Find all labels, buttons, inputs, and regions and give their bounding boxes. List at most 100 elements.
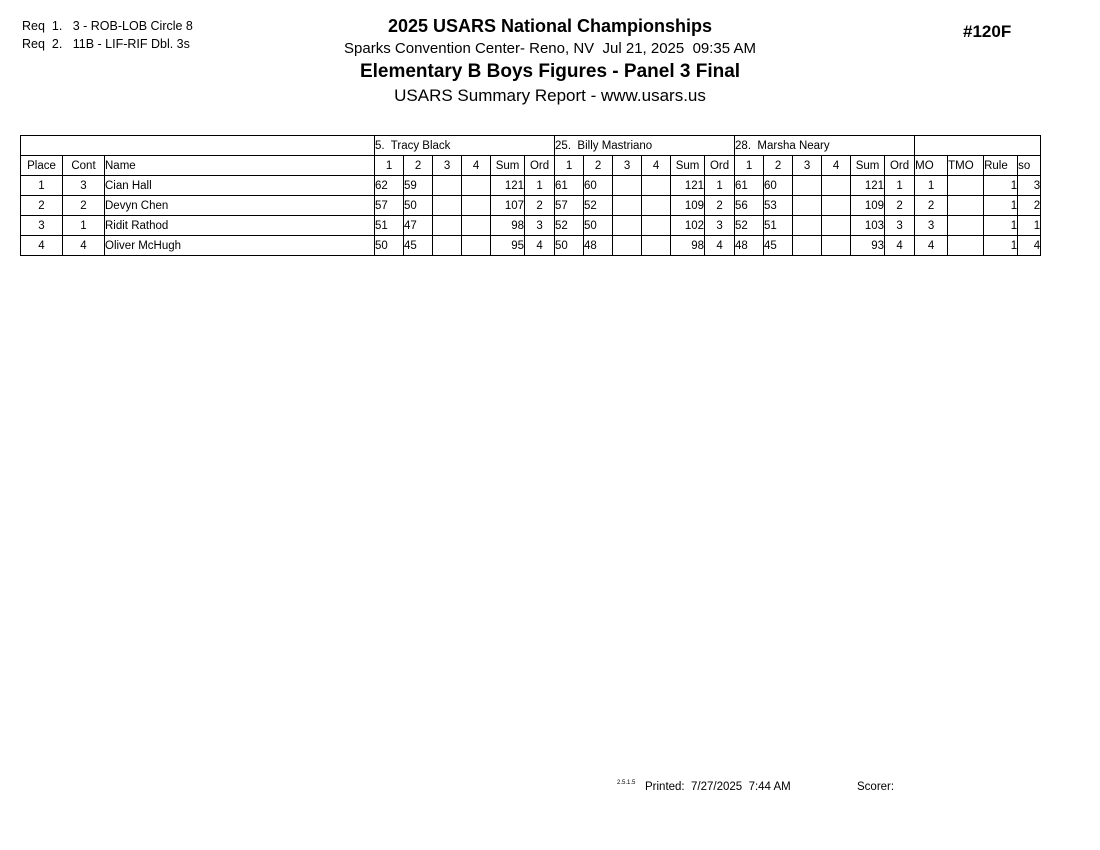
j1-score2-cell: 45 [403, 235, 434, 256]
tmo-cell [947, 195, 985, 216]
j1-score1-cell: 51 [374, 215, 405, 236]
j2-score2-cell: 50 [583, 215, 614, 236]
col-header-j2-1: 1 [554, 155, 585, 176]
j1-score2-cell: 50 [403, 195, 434, 216]
table-row: 1 3 Cian Hall 62 59 121 1 61 60 121 1 61… [20, 175, 1042, 196]
j3-ord-cell: 4 [884, 235, 916, 256]
j2-sum-cell: 102 [670, 215, 706, 236]
j3-ord-cell: 3 [884, 215, 916, 236]
j1-score3-cell [432, 195, 463, 216]
tmo-cell [947, 235, 985, 256]
cont-cell: 1 [62, 215, 105, 236]
event-number: #120F [963, 22, 1012, 41]
j2-sum-cell: 109 [670, 195, 706, 216]
so-cell: 1 [1017, 215, 1042, 236]
col-header-rule: Rule [983, 155, 1019, 176]
judges-row-right-spacer [914, 135, 1042, 156]
j1-score4-cell [461, 175, 492, 196]
j2-score1-cell: 50 [554, 235, 585, 256]
j1-score1-cell: 57 [374, 195, 405, 216]
j2-score4-cell [641, 215, 672, 236]
judges-row-left-spacer [19, 135, 376, 156]
j1-sum-cell: 121 [490, 175, 526, 196]
rule-cell: 1 [983, 235, 1019, 256]
j3-score2-cell: 51 [763, 215, 794, 236]
place-cell: 1 [20, 175, 63, 196]
j2-score3-cell [612, 235, 643, 256]
requirement-line-1: Req 1. 3 - ROB-LOB Circle 8 [22, 19, 193, 33]
col-header-tmo: TMO [947, 155, 985, 176]
cont-cell: 3 [62, 175, 105, 196]
j1-score4-cell [461, 235, 492, 256]
col-header-j2-2: 2 [583, 155, 614, 176]
j3-score4-cell [821, 175, 852, 196]
col-header-j1-1: 1 [374, 155, 405, 176]
j3-score2-cell: 45 [763, 235, 794, 256]
j2-score2-cell: 60 [583, 175, 614, 196]
name-cell: Ridit Rathod [103, 215, 376, 236]
j1-ord-cell: 3 [524, 215, 556, 236]
mo-cell: 2 [914, 195, 949, 216]
requirement-line-2: Req 2. 11B - LIF-RIF Dbl. 3s [22, 37, 190, 51]
report-version: 2.5.1.5 [617, 780, 636, 786]
place-cell: 3 [20, 215, 63, 236]
judge-2-label: 25. Billy Mastriano [554, 135, 736, 156]
j2-score2-cell: 52 [583, 195, 614, 216]
col-header-j2-3: 3 [612, 155, 643, 176]
j2-score4-cell [641, 195, 672, 216]
j1-score1-cell: 62 [374, 175, 405, 196]
col-header-so: so [1017, 155, 1042, 176]
mo-cell: 3 [914, 215, 949, 236]
j3-score2-cell: 53 [763, 195, 794, 216]
col-header-j3-1: 1 [734, 155, 765, 176]
so-cell: 4 [1017, 235, 1042, 256]
col-header-j2-ord: Ord [704, 155, 736, 176]
so-cell: 3 [1017, 175, 1042, 196]
name-cell: Oliver McHugh [103, 235, 376, 256]
j3-score2-cell: 60 [763, 175, 794, 196]
j3-score3-cell [792, 215, 823, 236]
j2-score3-cell [612, 175, 643, 196]
cont-cell: 4 [62, 235, 105, 256]
col-header-j2-4: 4 [641, 155, 672, 176]
j3-sum-cell: 93 [850, 235, 886, 256]
j2-score1-cell: 52 [554, 215, 585, 236]
j1-score3-cell [432, 215, 463, 236]
j3-score3-cell [792, 175, 823, 196]
j2-score4-cell [641, 175, 672, 196]
j3-score1-cell: 61 [734, 175, 765, 196]
tmo-cell [947, 215, 985, 236]
j3-score4-cell [821, 195, 852, 216]
j1-score3-cell [432, 235, 463, 256]
judges-header-row: 5. Tracy Black 25. Billy Mastriano 28. M… [19, 135, 1042, 156]
col-header-j3-sum: Sum [850, 155, 886, 176]
cont-cell: 2 [62, 195, 105, 216]
j3-score1-cell: 48 [734, 235, 765, 256]
table-row: 2 2 Devyn Chen 57 50 107 2 57 52 109 2 5… [20, 195, 1042, 216]
col-header-j1-2: 2 [403, 155, 434, 176]
tmo-cell [947, 175, 985, 196]
col-header-j1-ord: Ord [524, 155, 556, 176]
j3-sum-cell: 121 [850, 175, 886, 196]
j3-score1-cell: 52 [734, 215, 765, 236]
requirements-block: Req 1. 3 - ROB-LOB Circle 8 Req 2. 11B -… [22, 17, 193, 53]
col-header-j3-4: 4 [821, 155, 852, 176]
scorer-label: Scorer: [857, 781, 895, 793]
j1-sum-cell: 107 [490, 195, 526, 216]
j3-score3-cell [792, 195, 823, 216]
results-table: 5. Tracy Black 25. Billy Mastriano 28. M… [19, 135, 1042, 256]
j2-ord-cell: 1 [704, 175, 736, 196]
j1-score1-cell: 50 [374, 235, 405, 256]
j2-ord-cell: 3 [704, 215, 736, 236]
j3-score4-cell [821, 235, 852, 256]
j2-ord-cell: 2 [704, 195, 736, 216]
j2-score3-cell [612, 215, 643, 236]
j2-score3-cell [612, 195, 643, 216]
j1-score2-cell: 59 [403, 175, 434, 196]
col-header-j1-3: 3 [432, 155, 463, 176]
j2-score4-cell [641, 235, 672, 256]
j1-score2-cell: 47 [403, 215, 434, 236]
j3-score1-cell: 56 [734, 195, 765, 216]
j1-ord-cell: 2 [524, 195, 556, 216]
mo-cell: 4 [914, 235, 949, 256]
